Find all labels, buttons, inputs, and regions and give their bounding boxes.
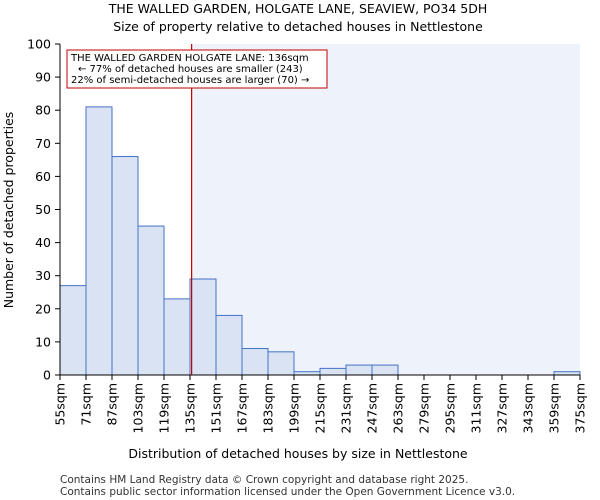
x-tick-label: 103sqm	[131, 383, 146, 433]
annotation-line-1: THE WALLED GARDEN HOLGATE LANE: 136sqm	[70, 53, 309, 64]
histogram-bar	[59, 285, 87, 376]
x-tick-label: 167sqm	[235, 383, 250, 433]
x-tick-label: 215sqm	[313, 383, 328, 433]
y-tick-label: 100	[27, 37, 51, 52]
y-tick-label: 10	[35, 334, 51, 349]
histogram-bar	[163, 298, 191, 376]
x-tick-label: 55sqm	[53, 383, 68, 426]
x-tick-label: 87sqm	[105, 383, 120, 426]
x-tick-label: 135sqm	[183, 383, 198, 433]
x-tick-label: 71sqm	[79, 383, 94, 426]
annotation-line-3: 22% of semi-detached houses are larger (…	[71, 75, 309, 86]
histogram-bar	[241, 348, 269, 376]
annotation-box	[66, 49, 328, 89]
y-tick-label: 40	[35, 235, 51, 250]
histogram-bar	[371, 364, 399, 376]
annotation-line-2: ← 77% of detached houses are smaller (24…	[78, 64, 303, 75]
x-tick-label: 231sqm	[339, 383, 354, 433]
y-tick-label: 80	[35, 103, 51, 118]
y-axis-label: Number of detached properties	[1, 112, 16, 309]
histogram-bar	[189, 278, 217, 376]
x-tick-label: 375sqm	[573, 383, 588, 433]
y-tick-label: 90	[35, 70, 51, 85]
histogram-bar	[85, 106, 113, 376]
x-tick-label: 311sqm	[469, 383, 484, 433]
histogram-bar	[215, 314, 243, 376]
x-tick-label: 199sqm	[287, 383, 302, 433]
larger-region-shade	[191, 44, 580, 375]
plot-area: 0 10 20 30 40 50 60 70 80 90 100 55sqm 71sqm 87sqm 103…	[27, 37, 587, 434]
x-tick-label: 119sqm	[157, 383, 172, 433]
x-tick-label: 343sqm	[521, 383, 536, 433]
y-tick-label: 30	[35, 268, 51, 283]
y-tick-label: 0	[43, 368, 51, 383]
x-tick-label: 327sqm	[495, 383, 510, 433]
x-tick-label: 151sqm	[209, 383, 224, 433]
footer-line-2: Contains public sector information licen…	[60, 486, 515, 498]
histogram-bar	[319, 367, 347, 376]
histogram-bar	[267, 351, 295, 376]
y-tick-label: 60	[35, 169, 51, 184]
y-tick-label: 50	[35, 202, 51, 217]
x-tick-label: 247sqm	[365, 383, 380, 433]
x-tick-label: 295sqm	[443, 383, 458, 433]
y-tick-label: 70	[35, 136, 51, 151]
histogram-bar	[345, 364, 373, 376]
x-axis-label: Distribution of detached houses by size …	[128, 446, 468, 461]
x-tick-label: 263sqm	[391, 383, 406, 433]
x-tick-label: 359sqm	[547, 383, 562, 433]
x-tick-label: 279sqm	[417, 383, 432, 433]
x-tick-label: 183sqm	[261, 383, 276, 433]
chart-title: THE WALLED GARDEN, HOLGATE LANE, SEAVIEW…	[108, 1, 488, 16]
histogram-bar	[111, 156, 139, 376]
y-tick-label: 20	[35, 301, 51, 316]
footer-line-1: Contains HM Land Registry data © Crown c…	[60, 474, 468, 486]
chart-subtitle: Size of property relative to detached ho…	[113, 19, 483, 34]
histogram-bar	[137, 225, 165, 376]
